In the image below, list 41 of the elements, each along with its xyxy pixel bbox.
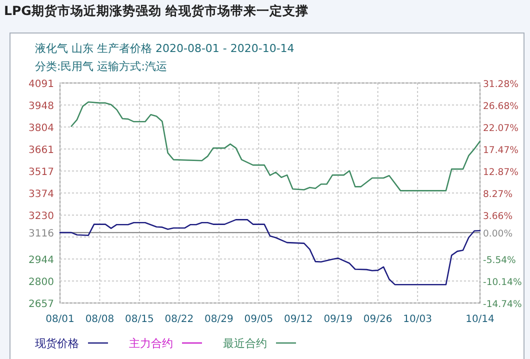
- x-tick-label: 10/14: [466, 314, 494, 325]
- y2-tick-label: 3.66%: [483, 211, 513, 222]
- legend-label: 最近合约: [223, 337, 267, 350]
- y-tick-label: 3517: [28, 167, 54, 178]
- y-tick-label: 4091: [28, 79, 54, 90]
- y-tick-label: 3661: [28, 144, 54, 156]
- x-tick-label: 08/01: [46, 314, 74, 325]
- x-tick-label: 10/03: [403, 314, 432, 325]
- y-tick-label: 2800: [28, 277, 54, 288]
- line-series: [70, 101, 481, 192]
- y2-tick-label: -10.14%: [483, 277, 522, 288]
- y2-tick-label: 0.00%: [483, 228, 513, 240]
- y-tick-label: 3230: [28, 211, 54, 222]
- x-tick-label: 08/29: [204, 314, 234, 325]
- x-tick-label: 09/05: [244, 314, 274, 325]
- y2-tick-label: -5.54%: [483, 255, 516, 266]
- y-tick-label: 2944: [28, 254, 54, 266]
- x-tick-label: 08/08: [85, 314, 114, 325]
- legend-label: 现货价格: [35, 337, 79, 350]
- chart-subtitle: 液化气 山东 生产者价格 2020-08-01 - 2020-10-14: [35, 42, 294, 55]
- y-tick-label: 2657: [28, 299, 54, 310]
- y2-tick-label: 31.28%: [483, 79, 519, 90]
- y2-tick-label: 12.87%: [483, 167, 519, 178]
- chart-title: LPG期货市场近期涨势强劲 给现货市场带来一定支撑: [4, 3, 309, 18]
- line-series: [59, 219, 481, 286]
- text: 分类:民用气 运输方式:汽运: [35, 60, 167, 73]
- y-tick-label: 3374: [28, 189, 54, 200]
- legend-label: 主力合约: [129, 337, 173, 350]
- x-tick-label: 09/19: [324, 314, 353, 325]
- y-tick-label: 3804: [28, 123, 54, 134]
- y2-tick-label: 8.27%: [483, 189, 513, 200]
- y2-tick-label: -14.74%: [483, 299, 522, 310]
- x-tick-label: 08/15: [125, 314, 154, 325]
- y2-tick-label: 17.47%: [483, 145, 519, 156]
- y2-tick-label: 26.68%: [483, 100, 519, 112]
- y-tick-label: 3948: [28, 100, 54, 112]
- y2-tick-label: 22.07%: [483, 123, 519, 134]
- y-tick-label: 3116: [28, 228, 54, 240]
- x-tick-label: 08/22: [164, 314, 194, 325]
- x-tick-label: 09/26: [363, 314, 392, 325]
- x-tick-label: 09/12: [284, 314, 313, 325]
